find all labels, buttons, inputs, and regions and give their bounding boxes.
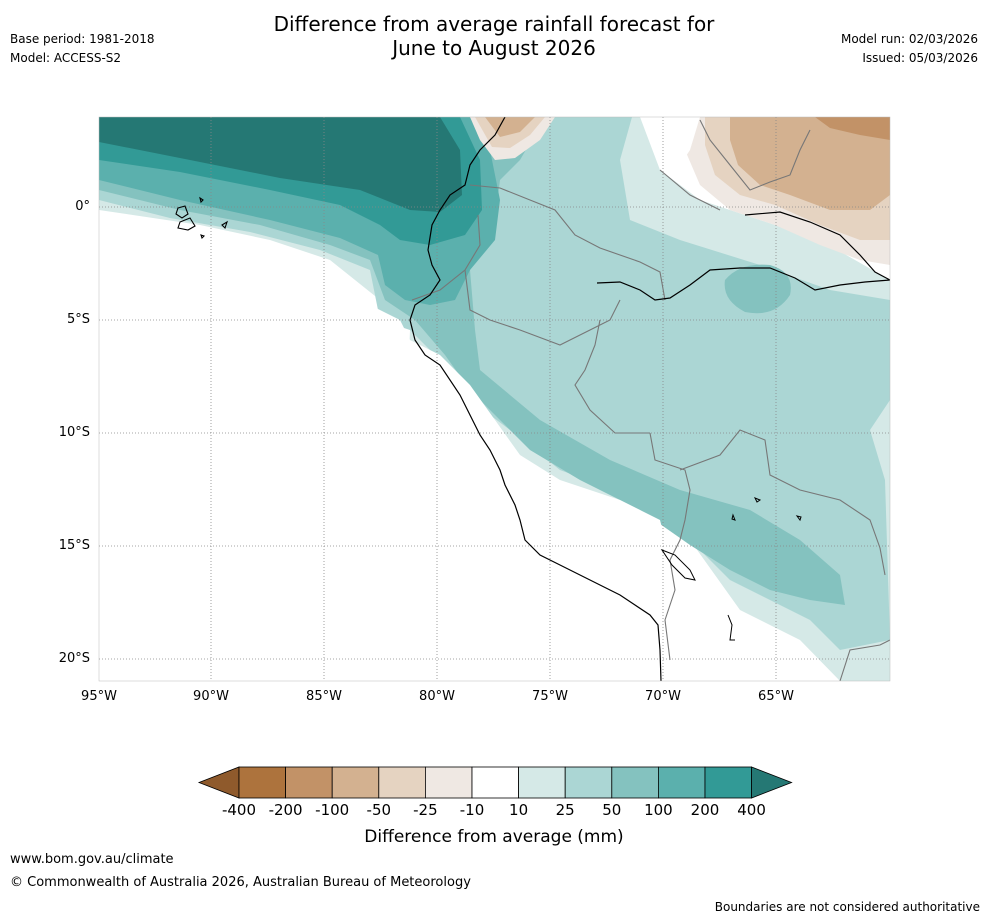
colorbar-tick-label: -50 — [366, 801, 392, 819]
contour-minus-50-ne — [730, 117, 890, 210]
colorbar-tick-label: -400 — [221, 801, 257, 819]
bom-url-link[interactable]: www.bom.gov.au/climate — [10, 852, 174, 867]
colorbar-bin — [611, 766, 659, 799]
colorbar-tick-label: -200 — [268, 801, 303, 819]
amazon-river — [596, 267, 890, 301]
lat-label-0: 0° — [75, 199, 90, 214]
lat-label-5s: 5°S — [66, 312, 90, 327]
lakes — [660, 497, 802, 641]
colorbar-extend-low — [197, 766, 240, 799]
colorbar-bin — [564, 766, 613, 799]
map-title: Difference from average rainfall forecas… — [0, 12, 988, 60]
contour-near-average-coast — [99, 240, 670, 681]
colorbar-tick-label: 100 — [644, 801, 673, 819]
lon-label-65w: 65°W — [758, 689, 794, 704]
colorbar-bin — [285, 766, 333, 799]
boundaries-disclaimer: Boundaries are not considered authoritat… — [714, 900, 980, 914]
colorbar-extend-high — [751, 766, 793, 799]
contour-minus-100-ne — [815, 117, 890, 140]
pacific-coastline — [409, 117, 662, 681]
contour-50-to-100-blob — [724, 264, 791, 314]
lon-label-95w: 95°W — [81, 689, 117, 704]
colorbar-tick-label: -10 — [459, 801, 485, 819]
contour-50-to-100 — [99, 117, 845, 605]
colorbar-tick-label: 25 — [555, 801, 575, 819]
amazon-river-coast — [744, 211, 890, 281]
colorbar-bin — [704, 766, 752, 799]
title-line-2: June to August 2026 — [392, 36, 596, 60]
colorbar-tick-label: 10 — [509, 801, 529, 819]
model-label: Model: ACCESS-S2 — [10, 51, 122, 65]
colorbar-bin — [424, 766, 473, 799]
lat-label-10s: 10°S — [58, 425, 90, 440]
colorbar-title: Difference from average (mm) — [364, 827, 624, 847]
title-line-1: Difference from average rainfall forecas… — [273, 12, 715, 36]
contour-minus-50-n — [485, 117, 535, 137]
coastlines — [409, 117, 890, 681]
colorbar-bin — [518, 766, 566, 799]
copyright-text: © Commonwealth of Australia 2026, Austra… — [10, 875, 471, 890]
contour-above-400 — [99, 117, 462, 212]
lon-label-85w: 85°W — [306, 689, 342, 704]
colorbar — [197, 766, 793, 799]
colorbar-tick-label: -100 — [315, 801, 350, 819]
lat-label-20s: 20°S — [58, 651, 90, 666]
lat-label-15s: 15°S — [58, 538, 90, 553]
galapagos-islands — [175, 196, 228, 240]
map-frame — [98, 116, 891, 682]
colorbar-bin — [331, 766, 380, 799]
issued-label: Issued: 05/03/2026 — [862, 51, 978, 65]
colorbar-tick-label: 400 — [737, 801, 766, 819]
contour-near-average-north — [655, 117, 700, 165]
colorbar-tick-label: -25 — [413, 801, 438, 819]
colorbar-tick-label: 200 — [690, 801, 720, 819]
lon-label-75w: 75°W — [532, 689, 568, 704]
colorbar-bin — [378, 766, 426, 799]
colorbar-tick-label: 50 — [602, 801, 622, 819]
colorbar-bin — [471, 766, 519, 799]
lon-label-70w: 70°W — [645, 689, 681, 704]
lon-label-90w: 90°W — [193, 689, 229, 704]
gridlines — [99, 117, 890, 681]
lon-label-80w: 80°W — [419, 689, 455, 704]
model-run-label: Model run: 02/03/2026 — [840, 32, 978, 46]
colorbar-bin — [238, 766, 286, 799]
base-period-label: Base period: 1981-2018 — [10, 32, 155, 46]
colorbar-bin — [658, 766, 706, 799]
